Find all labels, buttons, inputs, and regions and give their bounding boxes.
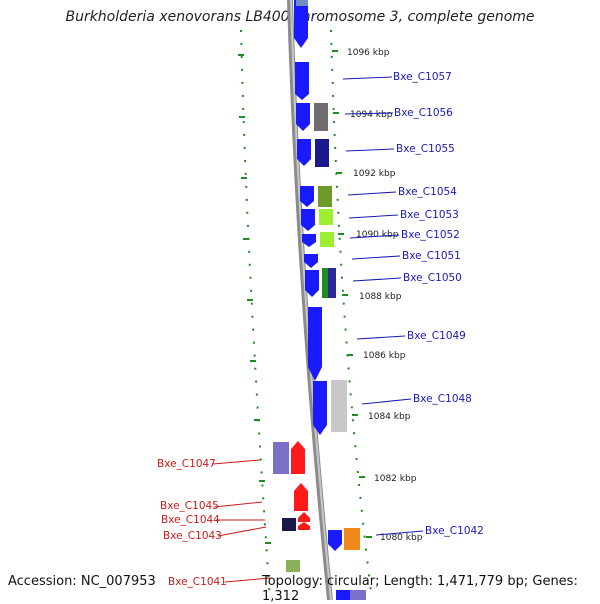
scale-label: 1084 kbp (368, 412, 411, 422)
gene-label: Bxe_C1048 (413, 393, 472, 405)
gene-arrow-fwd (295, 62, 309, 100)
gene-label: Bxe_C1055 (396, 143, 455, 155)
gene-arrow-fwd (297, 139, 311, 166)
gene-label: Bxe_C1057 (393, 71, 452, 83)
category-block (331, 380, 347, 432)
inner-dotted-ring (330, 29, 373, 600)
topology-label: Topology: (262, 574, 323, 589)
gene-label: Bxe_C1051 (402, 250, 461, 262)
gene-arrow-fwd (300, 186, 314, 207)
gene-arrow-rev (298, 522, 310, 530)
category-block (344, 528, 360, 550)
genes-value: 1,312 (262, 589, 300, 604)
category-block (322, 268, 328, 298)
gene-arrow-fwd (328, 530, 342, 551)
gene-arrow-fwd (304, 254, 318, 268)
gene-arrow-fwd (336, 590, 350, 600)
category-block (328, 268, 336, 298)
reverse-genes (291, 441, 310, 530)
leader-lines (212, 76, 424, 583)
accession-info: Accession: NC_007953 (8, 574, 156, 589)
category-block (286, 560, 300, 572)
category-blocks (273, 0, 366, 600)
gene-arrow-fwd (302, 234, 316, 247)
scale-label: 1086 kbp (363, 351, 406, 361)
gene-label: Bxe_C1045 (160, 500, 219, 512)
gene-label: Bxe_C1044 (161, 514, 220, 526)
length-label: Length: (383, 574, 433, 589)
topology-value: circular; (326, 574, 380, 589)
gene-label: Bxe_C1041 (168, 576, 227, 588)
gene-arrow-fwd (294, 0, 308, 48)
gene-label: Bxe_C1056 (394, 107, 453, 119)
category-block (318, 186, 332, 207)
category-block (320, 232, 334, 247)
category-block (296, 0, 308, 6)
gene-arrow-fwd (313, 381, 327, 435)
gene-label: Bxe_C1047 (157, 458, 216, 470)
chromosome-backbone-highlight (290, 0, 332, 600)
gene-arrow-fwd (305, 270, 319, 297)
gene-label: Bxe_C1053 (400, 209, 459, 221)
gene-label: Bxe_C1050 (403, 272, 462, 284)
scale-label: 1088 kbp (359, 292, 402, 302)
gene-arrow-rev (291, 441, 305, 474)
gene-arrow-rev (298, 512, 310, 522)
gene-arrow-fwd (296, 103, 310, 131)
scale-label: 1080 kbp (380, 533, 423, 543)
length-value: 1,471,779 bp; (437, 574, 529, 589)
scale-label: 1092 kbp (353, 169, 396, 179)
gene-label: Bxe_C1049 (407, 330, 466, 342)
gene-arrow-fwd (308, 307, 322, 381)
category-block (319, 209, 333, 225)
gene-label: Bxe_C1042 (425, 525, 484, 537)
forward-genes (294, 0, 350, 600)
gene-label: Bxe_C1052 (401, 229, 460, 241)
category-block (314, 103, 328, 131)
category-block (315, 139, 329, 167)
gene-arrow-rev (294, 483, 308, 511)
gene-arrow-fwd (301, 209, 315, 231)
gene-label: Bxe_C1043 (163, 530, 222, 542)
category-block (350, 590, 366, 600)
genes-label: Genes: (532, 574, 578, 589)
accession-label: Accession: (8, 574, 77, 589)
ruler-ticks (238, 29, 373, 600)
category-block (282, 518, 296, 531)
scale-label: 1090 kbp (356, 230, 399, 240)
gene-label: Bxe_C1054 (398, 186, 457, 198)
outer-dotted-ring (240, 29, 271, 600)
accession-value: NC_007953 (80, 574, 156, 589)
scale-label: 1094 kbp (350, 110, 393, 120)
scale-label: 1096 kbp (347, 48, 390, 58)
category-block (273, 442, 289, 474)
scale-label: 1082 kbp (374, 474, 417, 484)
